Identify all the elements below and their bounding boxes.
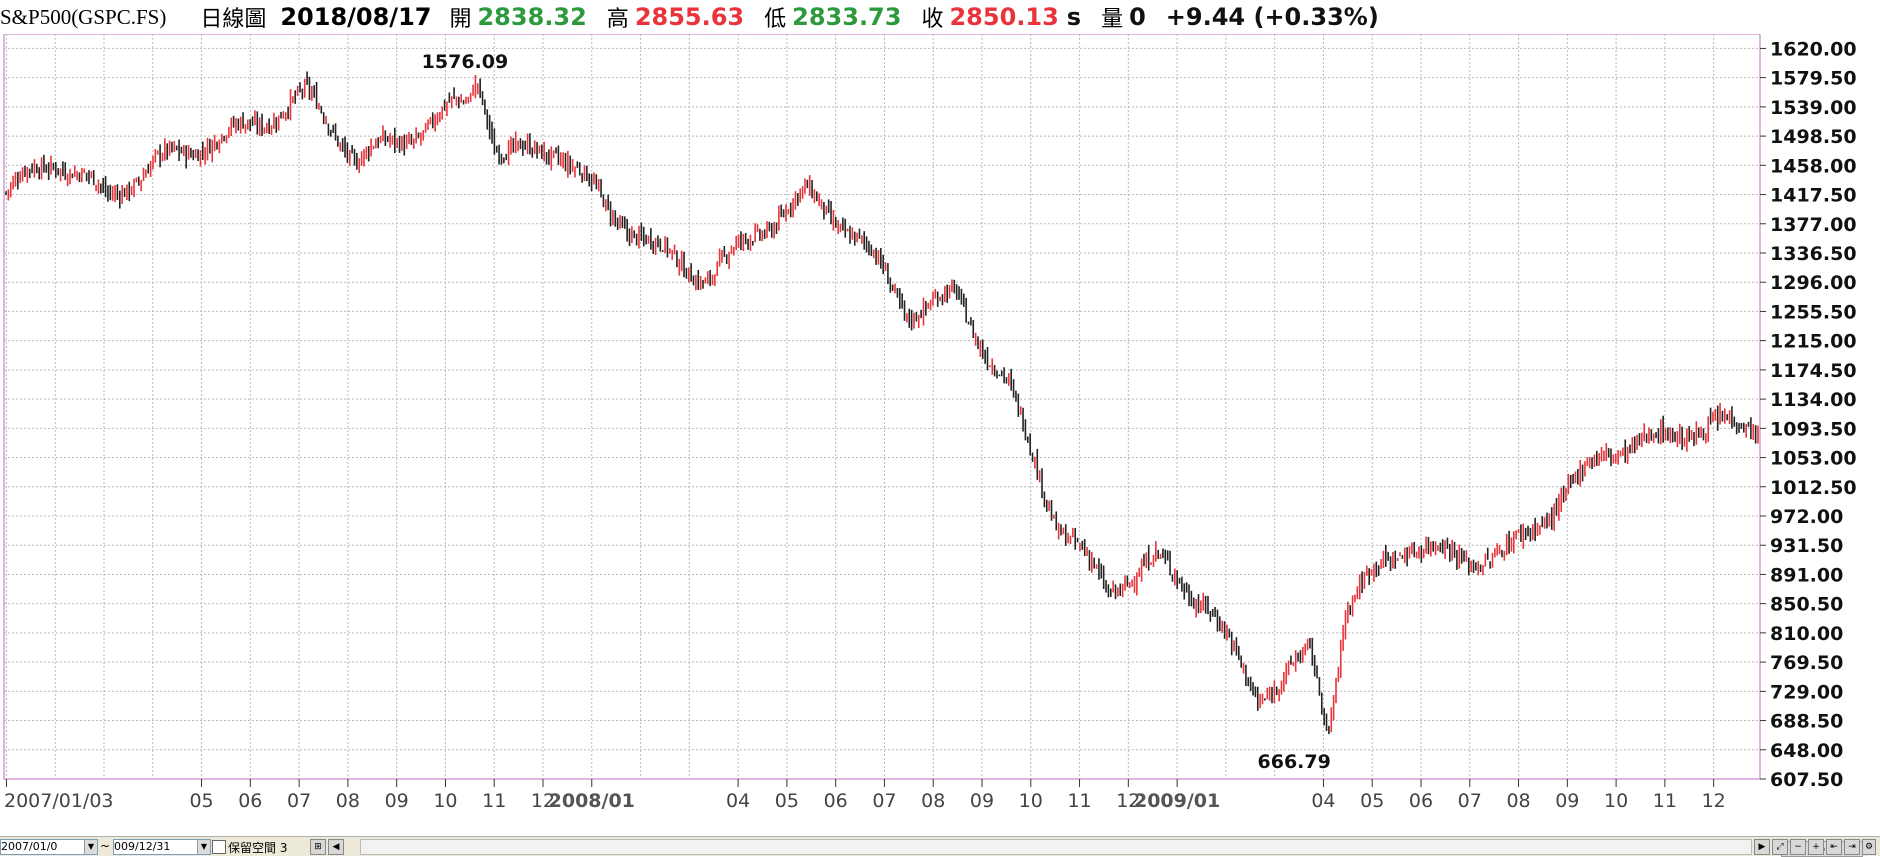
y-tick-label: 1296.00 (1770, 272, 1857, 294)
y-tick-label: 1053.00 (1770, 448, 1857, 470)
keep-space-text: 保留空間 (228, 841, 277, 855)
y-tick-label: 648.00 (1770, 740, 1843, 762)
x-tick-label: 10 (1019, 790, 1043, 812)
bottom-toolbar: 2007/01/0 ▼ ~ 009/12/31 ▼ 保留空間 3 ⊞ ◀ 758… (0, 836, 1880, 857)
y-tick-label: 891.00 (1770, 564, 1843, 586)
y-tick-label: 1498.50 (1770, 126, 1857, 148)
end-date-value: 009/12/31 (114, 840, 171, 853)
x-tick-label: 2008/01 (549, 790, 635, 812)
end-date-select[interactable]: 009/12/31 ▼ (113, 839, 211, 855)
low-label: 低 (764, 7, 787, 32)
y-tick-label: 1377.00 (1770, 214, 1857, 236)
x-tick-label: 10 (433, 790, 457, 812)
y-tick-label: 1174.50 (1770, 360, 1857, 382)
y-tick-label: 850.50 (1770, 594, 1843, 616)
start-date-select[interactable]: 2007/01/0 ▼ (0, 839, 98, 855)
y-tick-label: 1336.50 (1770, 243, 1857, 265)
quote-header: S&P500(GSPC.FS) 日線圖 2018/08/17 開 2838.32… (0, 0, 1880, 34)
x-tick-label: 2009/01 (1134, 790, 1220, 812)
scroll-left-icon[interactable]: ◀ (328, 839, 344, 855)
x-tick-label: 07 (872, 790, 896, 812)
close-suffix: s (1066, 3, 1082, 31)
high-value: 2855.63 (634, 3, 745, 31)
low-value: 2833.73 (792, 3, 902, 31)
period-label: 日線圖 (200, 7, 267, 32)
x-tick-label: 07 (287, 790, 311, 812)
date-range-separator: ~ (100, 839, 111, 853)
x-tick-label: 12 (531, 790, 555, 812)
split-view-icon[interactable]: ⊞ (310, 839, 326, 855)
open-label: 開 (449, 7, 472, 32)
symbol-label: S&P500(GSPC.FS) (0, 4, 167, 29)
x-tick-label: 08 (1506, 790, 1530, 812)
high-label: 高 (606, 7, 629, 32)
x-tick-label: 11 (1653, 790, 1677, 812)
y-tick-label: 810.00 (1770, 623, 1843, 645)
quote-date: 2018/08/17 (280, 3, 432, 31)
price-chart[interactable]: 1620.00 1579.50 1539.00 1498.50 1458.00 1417.… (0, 34, 1880, 836)
y-tick-label: 931.50 (1770, 535, 1843, 557)
y-tick-label: 972.00 (1770, 506, 1843, 528)
x-tick-label: 06 (238, 790, 262, 812)
x-tick-label: 07 (1458, 790, 1482, 812)
y-tick-label: 607.50 (1770, 769, 1843, 791)
pan-right-icon[interactable]: ⇥ (1844, 839, 1860, 855)
keep-space-label: 保留空間 3 (228, 839, 287, 856)
x-tick-label: 05 (189, 790, 213, 812)
x-tick-label: 09 (1555, 790, 1579, 812)
x-tick-label: 10 (1604, 790, 1628, 812)
x-tick-label: 12 (1702, 790, 1726, 812)
horizontal-scrollbar[interactable]: 758 (360, 839, 1863, 857)
y-tick-label: 1012.50 (1770, 477, 1857, 499)
x-tick-label: 05 (775, 790, 799, 812)
plot-area (3, 34, 1761, 780)
y-tick-label: 1215.00 (1770, 331, 1857, 353)
y-tick-label: 729.00 (1770, 681, 1843, 703)
x-tick-label: 06 (824, 790, 848, 812)
zoom-out-icon[interactable]: − (1790, 839, 1806, 855)
price-annotation: 1576.09 (422, 51, 509, 73)
y-tick-label: 688.50 (1770, 711, 1843, 733)
open-value: 2838.32 (477, 3, 587, 31)
x-tick-label: 08 (921, 790, 945, 812)
x-tick-label: 06 (1409, 790, 1433, 812)
pan-left-icon[interactable]: ⇤ (1826, 839, 1842, 855)
x-tick-label: 09 (385, 790, 409, 812)
zoom-in-icon[interactable]: + (1808, 839, 1824, 855)
scroll-right-icon[interactable]: ▶ (1754, 839, 1770, 855)
y-tick-label: 1579.50 (1770, 68, 1857, 90)
keep-space-checkbox[interactable] (212, 840, 226, 854)
volume-label: 量 (1101, 7, 1124, 32)
x-tick-label: 05 (1360, 790, 1384, 812)
y-tick-label: 1458.00 (1770, 155, 1857, 177)
y-tick-label: 1620.00 (1770, 38, 1857, 60)
x-tick-label: 11 (482, 790, 506, 812)
y-tick-label: 769.50 (1770, 652, 1843, 674)
change-value: +9.44 (+0.33%) (1165, 3, 1379, 31)
close-label: 收 (921, 7, 944, 32)
zoom-fit-icon[interactable]: ⤢ (1772, 839, 1788, 855)
x-tick-label: 11 (1067, 790, 1091, 812)
close-value: 2850.13 (949, 3, 1059, 31)
x-tick-label: 09 (970, 790, 994, 812)
chevron-down-icon[interactable]: ▼ (84, 840, 97, 854)
y-tick-label: 1539.00 (1770, 97, 1857, 119)
chevron-down-icon[interactable]: ▼ (197, 840, 210, 854)
x-tick-label: 04 (726, 790, 750, 812)
volume-value: 0 (1129, 3, 1146, 31)
x-tick-label: 08 (336, 790, 360, 812)
settings-icon[interactable]: ⚙ (1862, 839, 1876, 855)
y-tick-label: 1093.50 (1770, 418, 1857, 440)
x-tick-label: 04 (1311, 790, 1335, 812)
price-annotation: 666.79 (1258, 751, 1331, 773)
y-tick-label: 1255.50 (1770, 301, 1857, 323)
x-tick-label: 12 (1116, 790, 1140, 812)
x-tick-label: 2007/01/03 (4, 790, 114, 812)
keep-space-value: 3 (279, 841, 288, 855)
start-date-value: 2007/01/0 (1, 840, 58, 853)
y-tick-label: 1134.00 (1770, 389, 1857, 411)
y-tick-label: 1417.50 (1770, 185, 1857, 207)
